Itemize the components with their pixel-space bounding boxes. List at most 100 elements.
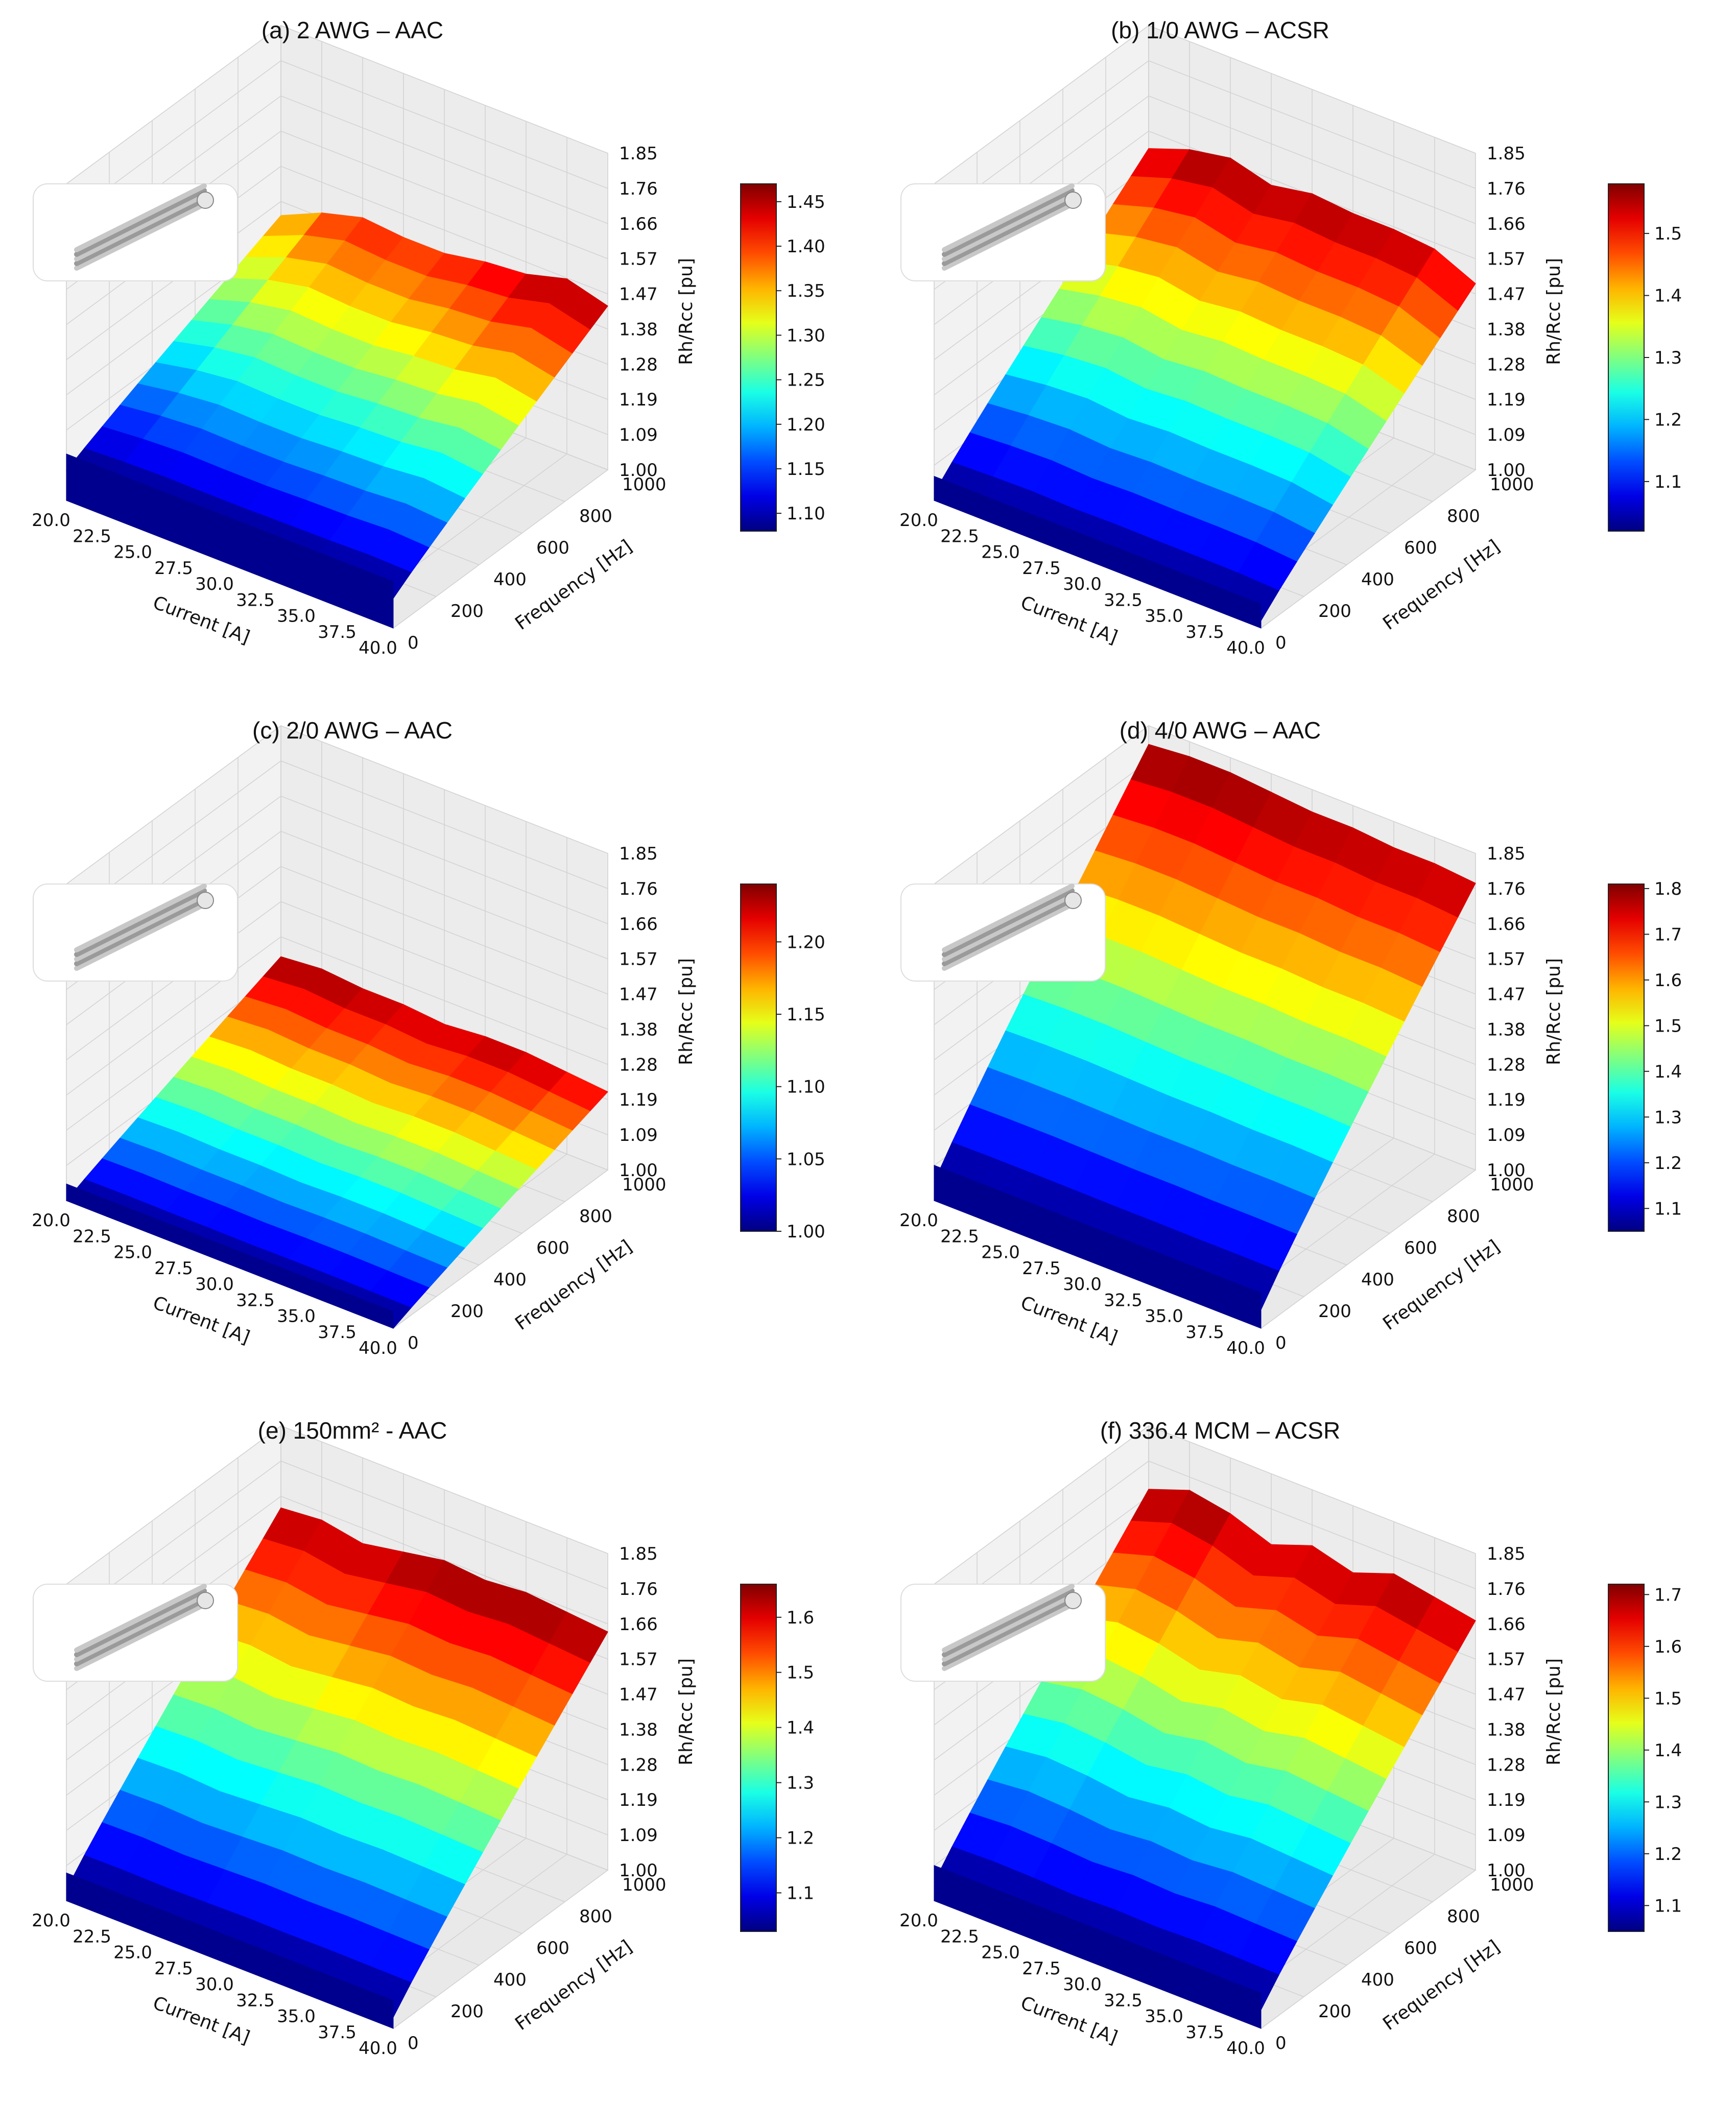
x-tick-label: 20.0 <box>32 1210 70 1231</box>
x-tick-label: 20.0 <box>899 510 938 531</box>
x-tick-label: 22.5 <box>940 1926 979 1947</box>
colorbar-tick-label: 1.40 <box>787 236 825 257</box>
z-tick-label: 1.28 <box>1487 1055 1526 1075</box>
y-tick-label: 1000 <box>1490 1875 1534 1895</box>
z-tick-label: 1.47 <box>619 985 658 1005</box>
axis-ticks: 20.022.525.027.530.032.535.037.540.0 0 200… <box>32 844 666 1358</box>
x-tick-label: 20.0 <box>899 1911 938 1931</box>
colorbar-tick-label: 1.45 <box>787 192 825 212</box>
colorbar-tick-label: 1.3 <box>787 1773 814 1794</box>
x-tick-label: 22.5 <box>940 526 979 546</box>
z-axis-label: Rh/Rcc [pu] <box>676 1658 697 1765</box>
x-tick-label: 27.5 <box>1022 1258 1061 1279</box>
colorbar-tick-label: 1.10 <box>787 504 825 524</box>
y-tick-label: 600 <box>1404 538 1437 558</box>
colorbar-tick-label: 1.4 <box>1654 1740 1682 1761</box>
x-tick-label: 25.0 <box>981 542 1020 563</box>
x-tick-label: 32.5 <box>1104 590 1143 610</box>
z-tick-label: 1.57 <box>619 949 658 970</box>
x-tick-label: 25.0 <box>113 1943 152 1963</box>
x-tick-label: 22.5 <box>73 1226 111 1247</box>
y-axis-label: Frequency [Hz] <box>1379 1936 1504 2035</box>
z-tick-label: 1.85 <box>1487 1544 1526 1564</box>
colorbar-tick-label: 1.3 <box>1654 1792 1682 1812</box>
y-tick-label: 800 <box>579 1906 612 1927</box>
z-axis-label: Rh/Rcc [pu] <box>1543 958 1564 1065</box>
z-tick-label: 1.19 <box>1487 1790 1526 1810</box>
z-tick-label: 1.76 <box>1487 179 1526 199</box>
x-tick-label: 37.5 <box>318 2022 356 2043</box>
x-tick-label: 20.0 <box>32 510 70 531</box>
colorbar <box>740 1584 777 1932</box>
colorbar-tick-label: 1.3 <box>1654 348 1682 368</box>
colorbar-tick-label: 1.3 <box>1654 1107 1682 1128</box>
colorbar-tick-label: 1.00 <box>787 1222 825 1242</box>
x-tick-label: 30.0 <box>195 1974 234 1995</box>
y-tick-label: 200 <box>450 601 484 622</box>
x-tick-label: 37.5 <box>318 622 356 642</box>
x-tick-label: 22.5 <box>73 526 111 546</box>
colorbar-tick-label: 1.15 <box>787 1005 825 1025</box>
z-tick-label: 1.19 <box>1487 390 1526 410</box>
z-tick-label: 1.66 <box>1487 914 1526 935</box>
chart-panel-e: 20.0 22.5 25.0 27.5 30.0 32.5 35.0 37.5 40.0 0 200… <box>0 1400 868 2100</box>
y-tick-label: 400 <box>493 569 527 590</box>
colorbar <box>740 183 777 532</box>
colorbar-tick-label: 1.2 <box>787 1828 814 1849</box>
y-tick-label: 0 <box>1275 2033 1287 2054</box>
colorbar-tick-label: 1.6 <box>787 1608 814 1628</box>
surface-plot-svg: 20.022.525.027.530.032.535.037.540.0 0 200… <box>899 717 1682 1358</box>
y-tick-label: 800 <box>1447 1206 1480 1227</box>
z-tick-label: 1.47 <box>619 284 658 305</box>
surface-plot-svg: 20.022.525.027.530.032.535.037.540.0 0 200… <box>32 717 825 1358</box>
x-tick-label: 20.0 <box>32 1911 70 1931</box>
z-tick-label: 1.76 <box>1487 879 1526 899</box>
x-tick-label: 35.0 <box>277 1306 316 1327</box>
x-tick-label: 35.0 <box>277 2007 316 2027</box>
x-tick-label: 35.0 <box>277 606 316 627</box>
z-tick-label: 1.47 <box>619 1685 658 1705</box>
z-tick-label: 1.00 <box>619 1160 658 1181</box>
chart-title: (b) 1/0 AWG – ACSR <box>1111 17 1329 43</box>
z-tick-label: 1.09 <box>619 1825 658 1846</box>
y-tick-label: 400 <box>493 1270 527 1290</box>
colorbar <box>1608 1584 1645 1932</box>
z-tick-label: 1.38 <box>619 1019 658 1040</box>
axis-ticks: 20.022.525.027.530.032.535.037.540.0 0 200… <box>32 1544 666 2059</box>
y-tick-label: 200 <box>450 2001 484 2022</box>
chart-panel-c: 20.0 22.5 25.0 27.5 30.0 32.5 35.0 37.5 40.0 0 200… <box>0 700 868 1400</box>
y-tick-label: 1000 <box>622 1175 667 1195</box>
y-tick-label: 600 <box>536 538 569 558</box>
surface-plot-svg: 20.022.525.027.530.032.535.037.540.0 0 200… <box>32 17 825 658</box>
x-tick-label: 32.5 <box>236 1990 275 2011</box>
x-tick-label: 37.5 <box>1185 2022 1224 2043</box>
colorbar-tick-label: 1.5 <box>1654 1688 1682 1709</box>
axis-ticks: 20.022.525.027.530.032.535.037.540.0 0 200… <box>899 144 1534 658</box>
z-tick-label: 1.38 <box>1487 1019 1526 1040</box>
y-tick-label: 400 <box>1361 569 1394 590</box>
colorbar-tick-label: 1.25 <box>787 370 825 391</box>
colorbar <box>740 884 777 1232</box>
colorbar-tick-label: 1.2 <box>1654 1153 1682 1174</box>
z-tick-label: 1.09 <box>619 1125 658 1145</box>
y-axis-label: Frequency [Hz] <box>511 1236 636 1334</box>
y-tick-label: 1000 <box>622 1875 667 1895</box>
x-tick-label: 22.5 <box>940 1226 979 1247</box>
axis-ticks: 20.022.525.027.530.032.535.037.540.0 0 200… <box>899 844 1534 1358</box>
x-tick-label: 30.0 <box>1063 574 1102 594</box>
z-tick-label: 1.76 <box>619 879 658 899</box>
z-tick-label: 1.76 <box>1487 1579 1526 1599</box>
z-tick-label: 1.66 <box>619 914 658 935</box>
colorbar-tick-label: 1.6 <box>1654 1637 1682 1657</box>
z-tick-label: 1.76 <box>619 1579 658 1599</box>
colorbar-tick-label: 1.8 <box>1654 879 1682 899</box>
z-tick-label: 1.66 <box>619 214 658 234</box>
x-tick-label: 37.5 <box>1185 622 1224 642</box>
z-axis-label: Rh/Rcc [pu] <box>676 958 697 1065</box>
y-tick-label: 600 <box>1404 1238 1437 1258</box>
z-tick-label: 1.00 <box>1487 1160 1526 1181</box>
z-tick-label: 1.00 <box>1487 1860 1526 1881</box>
x-tick-label: 30.0 <box>195 574 234 594</box>
chart-title: (d) 4/0 AWG – AAC <box>1120 717 1321 744</box>
surface-mesh <box>934 148 1476 629</box>
